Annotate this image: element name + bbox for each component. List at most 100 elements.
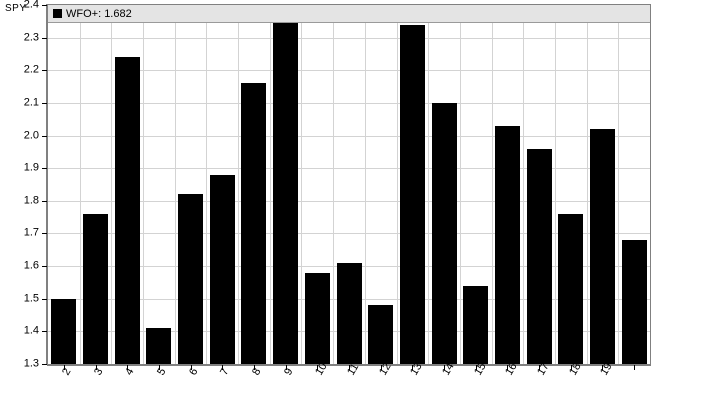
- gridline-vertical: [238, 5, 239, 364]
- x-tick-mark: [539, 365, 540, 370]
- x-tick-mark: [412, 365, 413, 370]
- y-tick-mark: [42, 364, 47, 365]
- gridline-vertical: [143, 5, 144, 364]
- y-tick-label: 1.7: [23, 226, 39, 239]
- y-tick-label: 2.2: [23, 63, 39, 76]
- bar[interactable]: [495, 125, 520, 364]
- y-tick-mark: [42, 331, 47, 333]
- gridline-horizontal: [48, 37, 650, 39]
- x-tick-label: 7: [218, 366, 232, 378]
- gridline-vertical: [618, 5, 619, 364]
- gridline-horizontal: [48, 102, 650, 104]
- grid-layer: [48, 5, 650, 364]
- gridline-vertical: [301, 5, 302, 364]
- gridline-horizontal: [48, 200, 650, 202]
- gridline-vertical: [206, 5, 207, 364]
- gridline-vertical: [523, 5, 524, 364]
- series-corner-label: SPY: [5, 3, 27, 14]
- x-tick-mark: [254, 365, 255, 370]
- x-tick-label: 9: [282, 366, 296, 378]
- gridline-vertical: [492, 5, 493, 364]
- gridline-vertical: [587, 5, 588, 364]
- x-tick-mark: [476, 365, 477, 370]
- gridline-horizontal: [48, 233, 650, 235]
- bar[interactable]: [368, 305, 393, 364]
- bar[interactable]: [622, 239, 647, 364]
- gridline-vertical: [460, 5, 461, 364]
- y-tick-mark: [42, 200, 47, 202]
- legend-swatch-icon: [53, 9, 62, 18]
- x-tick-mark: [159, 365, 160, 370]
- y-tick-mark: [42, 233, 47, 235]
- gridline-vertical: [80, 5, 81, 364]
- gridline-horizontal: [48, 70, 650, 72]
- bar[interactable]: [463, 285, 488, 364]
- y-tick-mark: [42, 298, 47, 300]
- y-tick-label: 1.8: [23, 194, 39, 207]
- x-tick-mark: [222, 365, 223, 370]
- bar[interactable]: [83, 213, 108, 364]
- bar[interactable]: [210, 174, 235, 364]
- x-tick-mark: [634, 365, 635, 370]
- gridline-horizontal: [48, 135, 650, 137]
- bar[interactable]: [178, 194, 203, 364]
- y-tick-label: 1.5: [23, 292, 39, 305]
- bar[interactable]: [115, 57, 140, 364]
- y-tick-label: 1.3: [23, 357, 39, 370]
- plot-area: WFO+: 1.682: [47, 4, 651, 365]
- gridline-vertical: [397, 5, 398, 364]
- y-tick-mark: [42, 135, 47, 137]
- gridline-vertical: [365, 5, 366, 364]
- y-tick-label: 1.6: [23, 259, 39, 272]
- bar[interactable]: [305, 272, 330, 364]
- x-tick-label: 2: [60, 366, 74, 378]
- y-axis: 2.4 2.3 2.2 2.1 2.0 1.9 1.8 1.7 1.6 1.5 1.4 1.3: [0, 0, 47, 369]
- gridline-vertical: [270, 5, 271, 364]
- bars-layer: [48, 5, 650, 364]
- x-axis: 2 3 4 5 6 7 8 9 10 11 12 13 14 15 16 17 18 19: [47, 361, 651, 405]
- x-tick-mark: [191, 365, 192, 370]
- x-tick-mark: [571, 365, 572, 370]
- bar[interactable]: [241, 83, 266, 364]
- x-tick-label: 8: [250, 366, 264, 378]
- legend[interactable]: WFO+: 1.682: [48, 5, 650, 23]
- bar[interactable]: [400, 24, 425, 364]
- legend-label: WFO+: 1.682: [66, 7, 132, 20]
- x-tick-mark: [381, 365, 382, 370]
- x-tick-label: 5: [155, 366, 169, 378]
- y-tick-mark: [42, 102, 47, 104]
- y-tick-mark: [42, 266, 47, 268]
- x-tick-label: 6: [187, 366, 201, 378]
- bar[interactable]: [432, 102, 457, 364]
- gridline-horizontal: [48, 168, 650, 170]
- gridline-vertical: [111, 5, 112, 364]
- y-tick-label: 1.9: [23, 161, 39, 174]
- x-tick-mark: [507, 365, 508, 370]
- y-tick-mark: [42, 5, 47, 6]
- x-tick-mark: [96, 365, 97, 370]
- y-tick-mark: [42, 37, 47, 39]
- x-tick-label: 3: [92, 366, 106, 378]
- x-tick-mark: [444, 365, 445, 370]
- bar[interactable]: [273, 14, 298, 364]
- x-tick-mark: [64, 365, 65, 370]
- bar[interactable]: [527, 148, 552, 364]
- bar[interactable]: [558, 213, 583, 364]
- gridline-vertical: [428, 5, 429, 364]
- bar[interactable]: [337, 262, 362, 364]
- gridline-vertical: [333, 5, 334, 364]
- bar[interactable]: [590, 129, 615, 364]
- x-tick-mark: [127, 365, 128, 370]
- y-tick-label: 2.1: [23, 96, 39, 109]
- y-tick-label: 1.4: [23, 324, 39, 337]
- x-tick-mark: [286, 365, 287, 370]
- bar[interactable]: [146, 328, 171, 364]
- gridline-vertical: [555, 5, 556, 364]
- y-tick-mark: [42, 70, 47, 72]
- gridline-vertical: [175, 5, 176, 364]
- y-tick-label: 2.0: [23, 129, 39, 142]
- bar[interactable]: [51, 298, 76, 364]
- x-tick-mark: [602, 365, 603, 370]
- y-tick-mark: [42, 168, 47, 170]
